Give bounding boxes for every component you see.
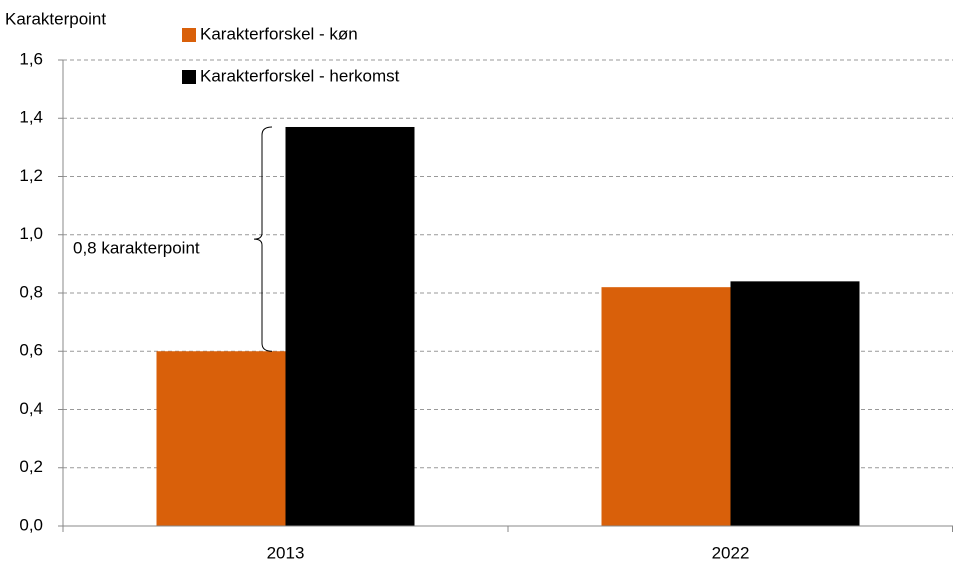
bar	[730, 281, 860, 526]
legend-swatch	[182, 28, 196, 42]
y-tick-label: 1,4	[19, 108, 43, 127]
brace	[253, 126, 273, 352]
y-tick-label: 0,4	[19, 399, 43, 418]
bar	[285, 126, 415, 527]
bar	[601, 287, 731, 526]
x-tick-label: 2013	[267, 543, 305, 562]
legend-label: Karakterforskel - herkomst	[200, 66, 400, 85]
y-tick-label: 1,0	[19, 224, 43, 243]
bar	[156, 351, 286, 526]
y-tick-label: 1,2	[19, 166, 43, 185]
legend-swatch	[182, 70, 196, 84]
y-axis-title: Karakterpoint	[5, 9, 106, 28]
annotation: 0,8 karakterpoint	[73, 239, 200, 258]
y-tick-label: 0,8	[19, 282, 43, 301]
y-tick-label: 0,0	[19, 515, 43, 534]
y-tick-label: 0,2	[19, 457, 43, 476]
y-tick-label: 1,6	[19, 49, 43, 68]
y-tick-label: 0,6	[19, 341, 43, 360]
x-tick-label: 2022	[712, 543, 750, 562]
legend-label: Karakterforskel - køn	[200, 24, 358, 43]
